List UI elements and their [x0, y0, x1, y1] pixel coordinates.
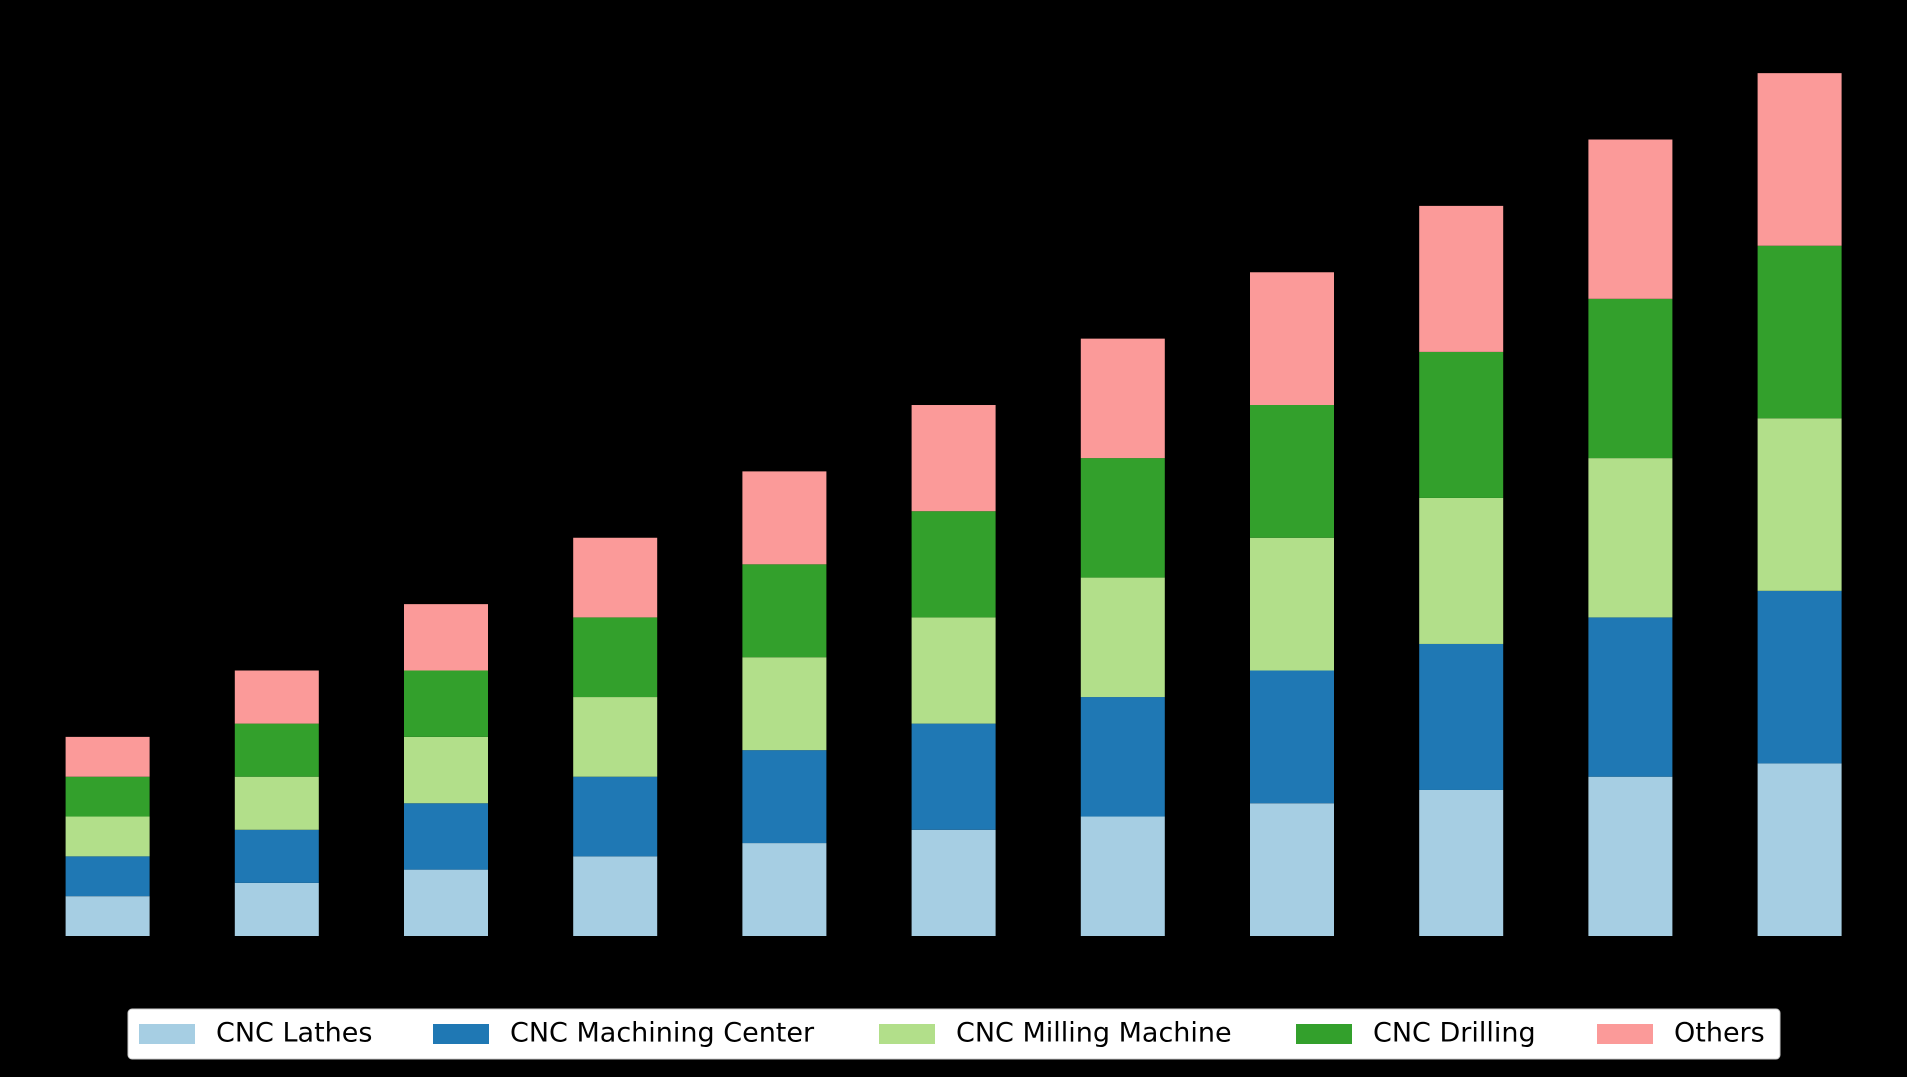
- legend-swatch: [433, 1024, 489, 1044]
- bar-segment: [573, 537, 658, 618]
- legend-swatch: [1597, 1024, 1653, 1044]
- bar-segment: [911, 829, 996, 936]
- bar-segment: [1757, 763, 1842, 936]
- bar-segment: [404, 869, 488, 936]
- bar-segment: [404, 803, 488, 870]
- bar-segment: [1250, 803, 1334, 936]
- bar-segment: [65, 816, 150, 857]
- bar-segment: [1419, 351, 1504, 498]
- bar-segment: [1757, 73, 1842, 246]
- bar-segment: [1250, 272, 1334, 406]
- bar-segment: [65, 856, 150, 897]
- bar-segment: [742, 657, 827, 751]
- bar-segment: [65, 776, 150, 817]
- bar-segment: [1419, 789, 1504, 936]
- bar-segment: [573, 776, 658, 857]
- bar-segment: [1757, 590, 1842, 764]
- legend-label: CNC Lathes: [216, 1018, 372, 1049]
- bar-segment: [742, 843, 827, 936]
- bar-segment: [234, 882, 319, 936]
- bar-segment: [1757, 245, 1842, 419]
- bar-segment: [573, 856, 658, 936]
- bar-segment: [404, 670, 488, 737]
- bar-segment: [1080, 816, 1165, 936]
- bar-segment: [234, 776, 319, 830]
- bar-segment: [1588, 139, 1673, 299]
- legend-swatch: [1296, 1024, 1352, 1044]
- bar-segment: [911, 405, 996, 512]
- bar-segment: [1250, 405, 1334, 538]
- legend-label: CNC Milling Machine: [956, 1018, 1232, 1049]
- legend-label: Others: [1674, 1018, 1765, 1049]
- bar-segment: [234, 829, 319, 883]
- bar-segment: [1588, 617, 1673, 777]
- legend-label: CNC Machining Center: [510, 1018, 815, 1049]
- legend-swatch: [879, 1024, 935, 1044]
- bar-segment: [1419, 643, 1504, 790]
- bar-segment: [742, 564, 827, 658]
- bar-segment: [65, 896, 150, 936]
- bar-segment: [234, 670, 319, 724]
- bar-segment: [1588, 776, 1673, 936]
- bar-segment: [911, 511, 996, 618]
- legend-box: [127, 1008, 1781, 1060]
- bar-segment: [404, 736, 488, 804]
- bar-segment: [1419, 205, 1504, 352]
- bar-segment: [404, 604, 488, 671]
- bar-segment: [573, 617, 658, 698]
- bar-segment: [1419, 497, 1504, 644]
- bar-segment: [65, 736, 150, 777]
- bar-segment: [234, 723, 319, 777]
- bar-segment: [1080, 458, 1165, 578]
- bar-segment: [1080, 577, 1165, 698]
- bar-segment: [742, 471, 827, 565]
- bar-segment: [1588, 298, 1673, 459]
- legend-swatch: [139, 1024, 195, 1044]
- bar-segment: [1588, 458, 1673, 618]
- bar-segment: [1757, 418, 1842, 591]
- bar-segment: [911, 723, 996, 830]
- bar-segment: [573, 697, 658, 777]
- bar-segment: [1250, 537, 1334, 671]
- bar-segment: [1250, 670, 1334, 804]
- bar-segment: [1080, 338, 1165, 459]
- bar-segment: [742, 750, 827, 844]
- legend-label: CNC Drilling: [1373, 1018, 1536, 1049]
- bar-segment: [1080, 697, 1165, 817]
- bar-segment: [911, 617, 996, 724]
